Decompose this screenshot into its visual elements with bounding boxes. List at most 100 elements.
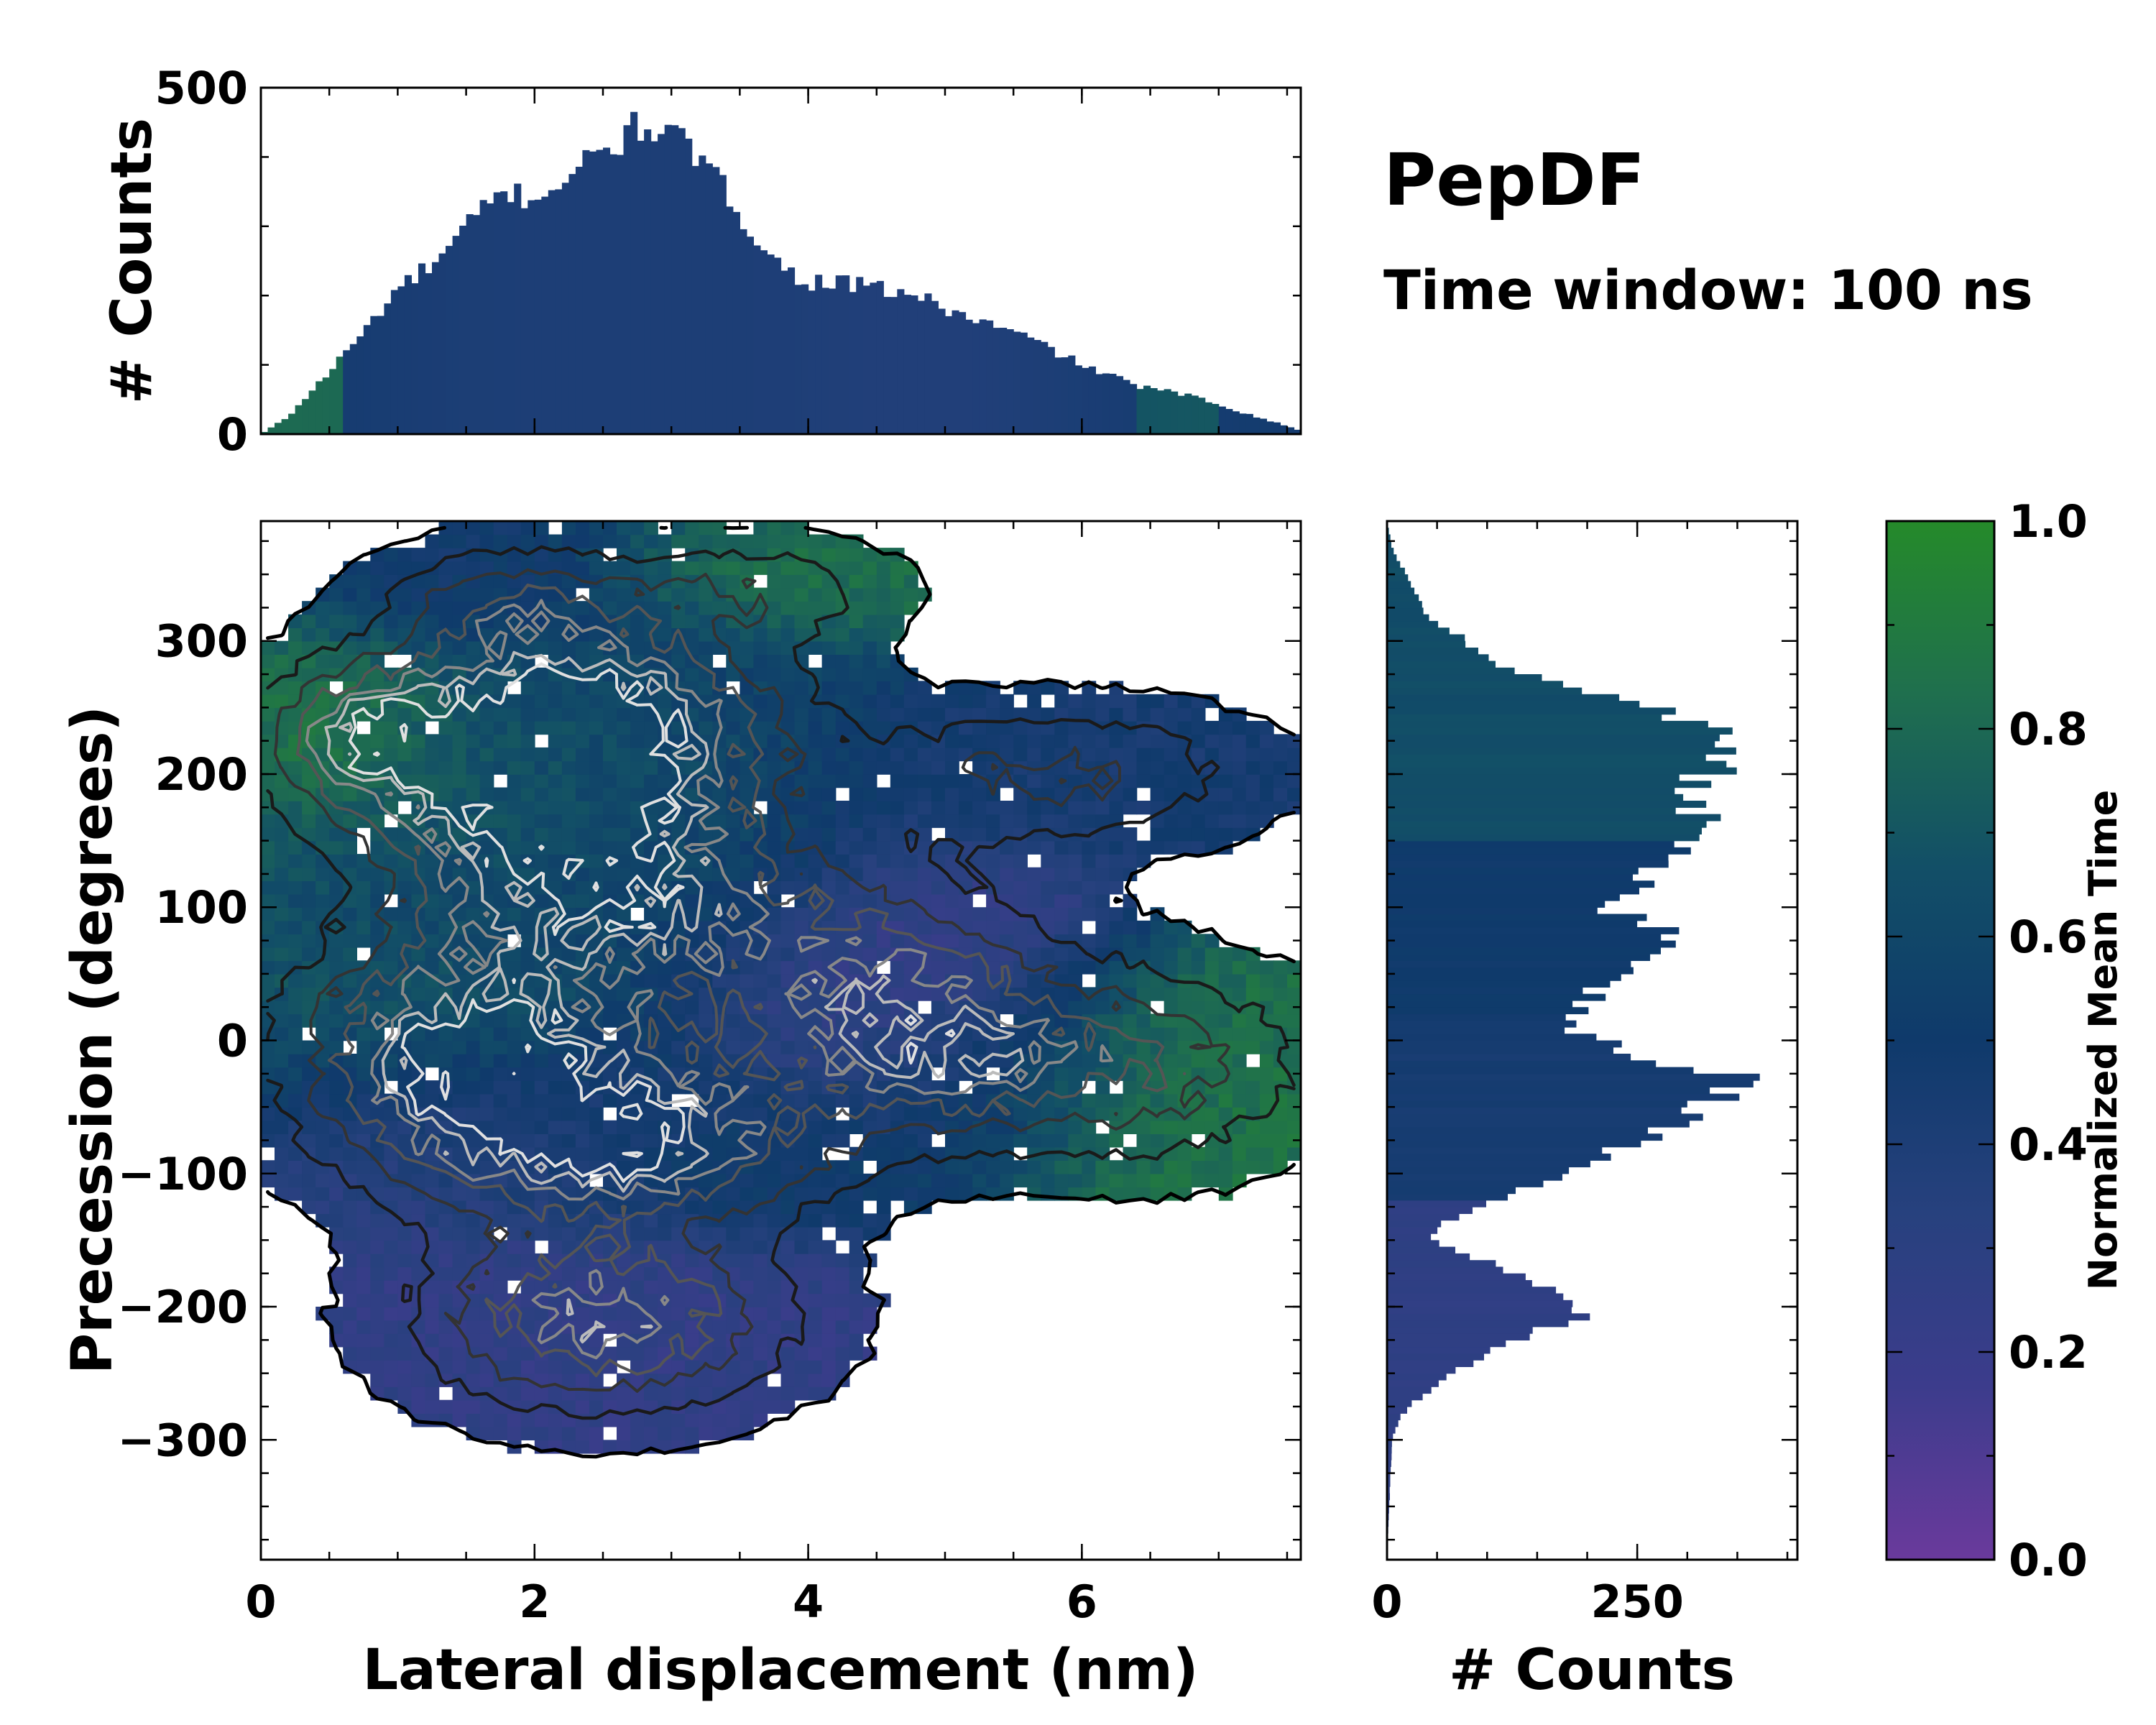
heatmap-cell (466, 1054, 481, 1068)
heatmap-cell (603, 1280, 617, 1294)
heatmap-cell (452, 734, 467, 748)
heatmap-cell (275, 1013, 289, 1028)
heatmap-cell (1259, 774, 1274, 788)
top-hist-bar (1287, 427, 1295, 434)
heatmap-cell (821, 654, 837, 668)
heatmap-cell (931, 1146, 946, 1161)
heatmap-cell (548, 1240, 563, 1254)
heatmap-cell (986, 854, 1000, 868)
right-hist-bar (1387, 561, 1401, 569)
heatmap-cell (794, 694, 809, 709)
heatmap-cell (849, 854, 864, 868)
heatmap-cell (903, 734, 918, 748)
heatmap-cell (1164, 1067, 1179, 1081)
heatmap-cell (575, 1413, 590, 1427)
heatmap-cell (493, 787, 508, 801)
heatmap-cell (343, 947, 357, 962)
heatmap-cell (561, 1120, 576, 1134)
heatmap-cell (302, 627, 316, 642)
heatmap-cell (835, 1360, 850, 1374)
heatmap-cell (1123, 840, 1138, 855)
heatmap-cell (780, 947, 796, 962)
heatmap-cell (794, 614, 809, 628)
heatmap-cell (1245, 1093, 1261, 1108)
heatmap-cell (1082, 814, 1097, 828)
heatmap-cell (835, 801, 850, 815)
heatmap-cell (548, 1426, 563, 1440)
heatmap-cell (548, 1000, 563, 1015)
heatmap-cell (1204, 973, 1220, 988)
heatmap-cell (466, 1413, 481, 1427)
top-hist-bar (821, 288, 829, 434)
right-hist-bar (1387, 1307, 1572, 1314)
heatmap-cell (862, 1213, 877, 1228)
heatmap-cell (630, 720, 645, 735)
heatmap-cell (1109, 854, 1124, 868)
heatmap-cell (753, 521, 768, 535)
heatmap-cell (849, 867, 864, 881)
heatmap-cell (466, 1067, 481, 1081)
heatmap-cell (507, 1426, 522, 1440)
heatmap-cell (479, 1080, 494, 1095)
heatmap-cell (302, 814, 316, 828)
top-hist-bar (1150, 388, 1158, 434)
heatmap-cell (520, 1133, 535, 1148)
heatmap-cell (1095, 1080, 1110, 1095)
heatmap-cell (452, 1266, 467, 1281)
heatmap-cell (808, 1213, 823, 1228)
top-hist-bar (582, 150, 590, 434)
heatmap-cell (411, 1373, 426, 1387)
heatmap-cell (617, 774, 631, 788)
heatmap-cell (261, 774, 275, 788)
heatmap-cell (890, 987, 905, 1001)
heatmap-cell (685, 893, 699, 908)
heatmap-cell (835, 1120, 850, 1134)
heatmap-cell (1164, 947, 1179, 962)
heatmap-cell (1204, 1120, 1220, 1134)
heatmap-cell (548, 880, 563, 895)
heatmap-cell (356, 1253, 372, 1268)
heatmap-ytick-labels: −300 −200 −100 0 100 200 300 (118, 615, 248, 1467)
heatmap-cell (890, 747, 905, 762)
right-hist-bar (1387, 754, 1706, 762)
heatmap-cell (520, 681, 535, 695)
heatmap-cell (617, 867, 631, 881)
right-hist-bar (1387, 860, 1669, 868)
heatmap-cell (466, 1093, 481, 1108)
heatmap-cell (425, 1373, 440, 1387)
right-hist-bar (1387, 1280, 1532, 1287)
heatmap-cell (630, 1426, 645, 1440)
heatmap-cell (507, 1133, 522, 1148)
heatmap-cell (794, 627, 809, 642)
heatmap-cell (699, 1040, 714, 1054)
heatmap-cell (507, 827, 522, 842)
heatmap-cell (438, 867, 453, 881)
heatmap-cell (644, 960, 658, 975)
heatmap-cell (862, 1120, 877, 1134)
heatmap-cell (849, 1266, 864, 1281)
heatmap-cell (1068, 920, 1083, 935)
heatmap-cell (808, 1054, 823, 1068)
heatmap-cell (452, 720, 467, 735)
heatmap-cell (384, 1333, 399, 1348)
heatmap-cell (1013, 801, 1028, 815)
heatmap-cell (862, 1040, 877, 1054)
heatmap-cell (575, 640, 590, 655)
right-hist-xtick-label-250: 250 (1590, 1576, 1683, 1628)
heatmap-cell (507, 1040, 522, 1054)
ytick-label-m300: −300 (118, 1414, 248, 1466)
heatmap-cell (288, 854, 303, 868)
right-hist-bar (1387, 947, 1661, 954)
heatmap-cell (452, 587, 467, 602)
heatmap-cell (288, 867, 303, 881)
heatmap-cell (261, 827, 275, 842)
heatmap-cell (862, 574, 877, 589)
heatmap-cell (726, 934, 741, 948)
heatmap-cell (699, 720, 714, 735)
heatmap-cell (972, 1133, 987, 1148)
heatmap-cell (1136, 947, 1151, 962)
top-hist-bar (630, 111, 638, 434)
heatmap-cell (671, 1307, 686, 1321)
heatmap-cell (425, 574, 440, 589)
heatmap-cell (1054, 694, 1069, 709)
